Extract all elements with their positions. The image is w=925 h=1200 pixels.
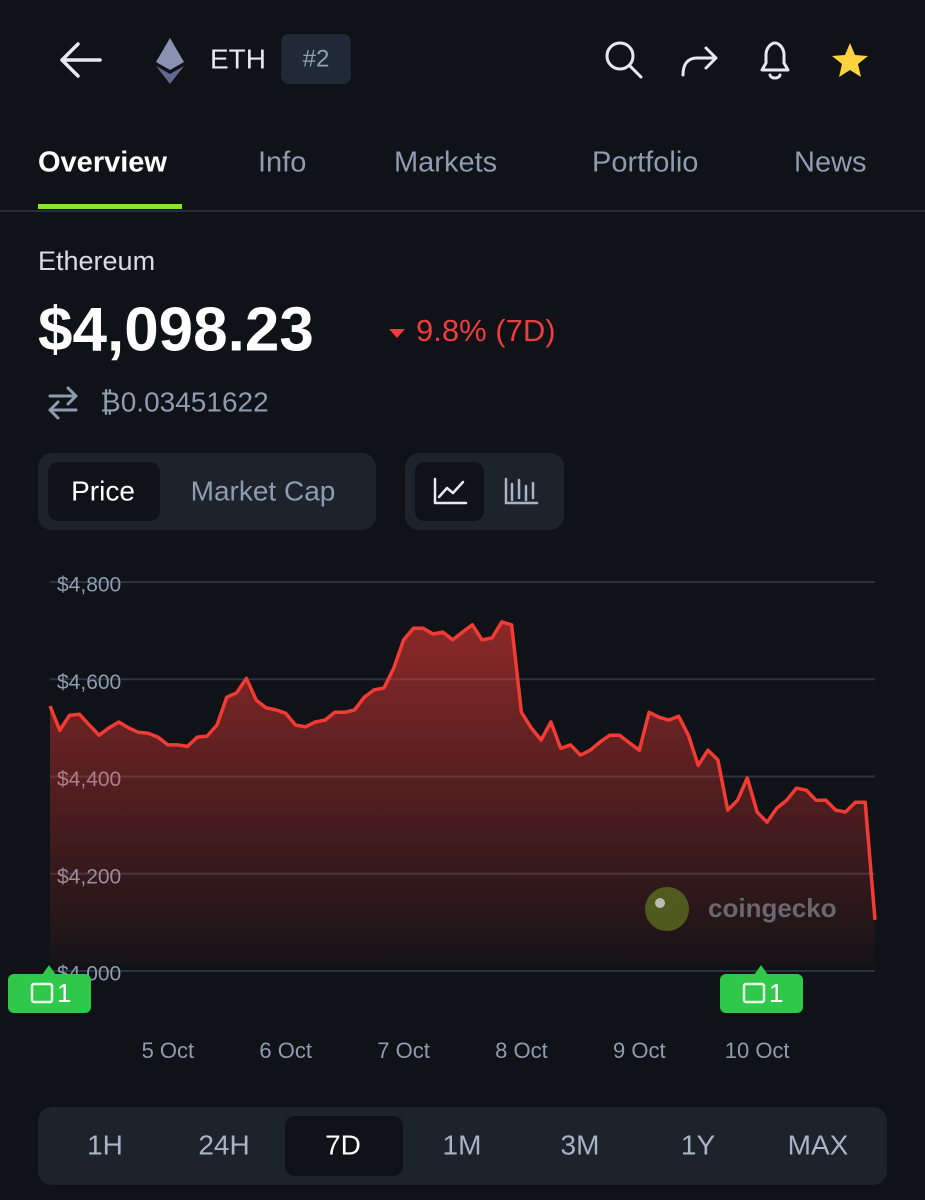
news-pointer [754,965,768,975]
btc-price: ₿0.03451622 [100,386,269,417]
rank: #2 [303,45,330,72]
watermark: coingecko [708,893,837,923]
news-badge[interactable] [8,974,91,1013]
news-count: 1 [57,978,71,1008]
tab[interactable]: Overview [38,147,167,179]
news-pointer [42,965,56,975]
time-range[interactable]: 3M [561,1129,600,1160]
news-count: 1 [769,978,783,1008]
news-icon [30,982,54,1004]
favorite-button[interactable] [832,43,868,77]
tab[interactable]: Info [258,147,306,179]
tab[interactable]: Portfolio [592,147,698,179]
active-tab-indicator [38,204,182,209]
time-range[interactable]: 1M [443,1129,482,1160]
coin-name: Ethereum [38,246,155,276]
price-area [50,621,875,965]
tab[interactable]: Markets [394,147,497,179]
time-range-active [285,1116,403,1176]
x-tick-label: 9 Oct [613,1038,666,1063]
y-tick-label: $4,800 [57,574,121,597]
search-button[interactable] [605,41,643,79]
time-range[interactable]: 1H [87,1129,123,1160]
x-tick-label: 10 Oct [725,1038,790,1063]
time-range[interactable]: 24H [198,1129,249,1160]
eth-icon [156,38,184,84]
time-range[interactable]: 1Y [681,1129,716,1160]
price: $4,098.23 [38,295,314,364]
candle-chart-button[interactable] [504,477,539,505]
toggle-price[interactable]: Price [71,475,135,506]
coin-symbol: ETH [210,43,266,74]
time-range[interactable]: MAX [788,1129,849,1160]
x-tick-label: 6 Oct [259,1038,312,1063]
x-tick-label: 5 Oct [142,1038,195,1063]
time-range-bar [38,1107,887,1185]
watermark-logo [645,887,689,931]
down-arrow [389,329,405,338]
price-change: 9.8% (7D) [416,313,556,348]
share-button[interactable] [681,46,718,77]
news-icon [742,982,766,1004]
price-line [48,620,877,921]
line-chart-button[interactable] [433,477,468,505]
news-badge[interactable] [720,974,803,1013]
swap-icon [48,386,78,420]
rank-badge [281,34,351,84]
time-range[interactable]: 7D [325,1129,361,1160]
x-tick-label: 8 Oct [495,1038,548,1063]
toggle-active [48,462,160,521]
back-button[interactable] [60,42,102,78]
tab[interactable]: News [794,147,867,179]
alert-button[interactable] [760,41,790,80]
y-tick-label: $4,600 [57,671,121,694]
watermark-logo-eye [655,898,665,908]
toggle-market-cap[interactable]: Market Cap [191,475,336,506]
x-tick-label: 7 Oct [377,1038,430,1063]
